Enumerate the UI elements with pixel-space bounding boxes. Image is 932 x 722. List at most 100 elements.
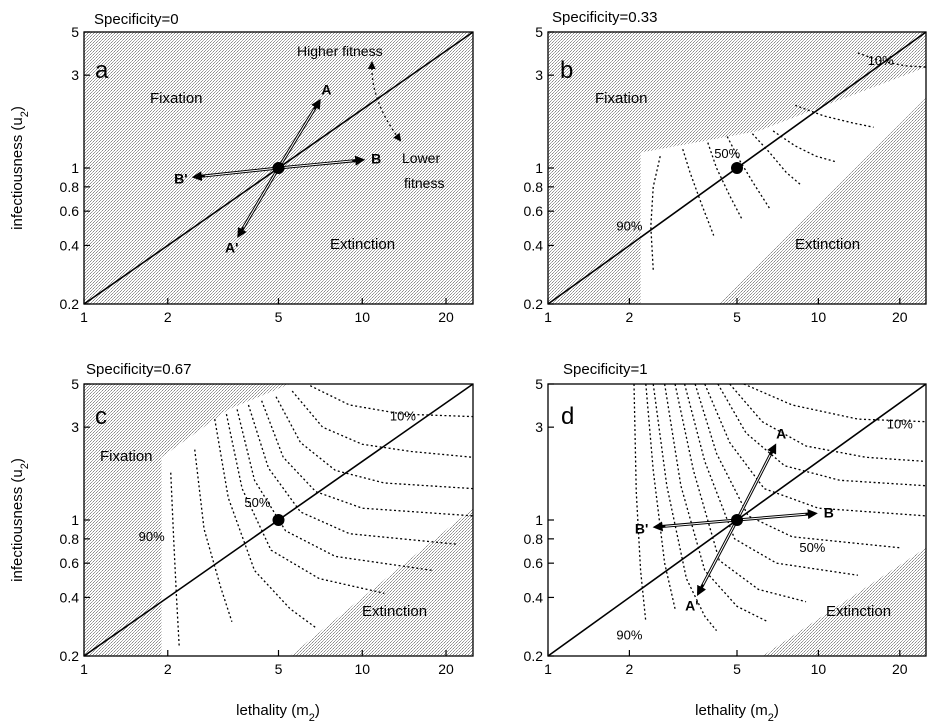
panel-d-arrows: A B A' B' xyxy=(635,426,834,614)
panel-c-extinction-region xyxy=(290,508,473,656)
panel-c-clear-band xyxy=(161,384,473,656)
panel-a-lower-fitness-line1: Lower xyxy=(402,150,440,166)
panel-c-x-axis-label: lethality (m2) xyxy=(236,702,320,722)
panel-d-contour-5 xyxy=(683,383,859,576)
panel-a-arrow-label-1: B xyxy=(371,151,381,167)
panel-c-point xyxy=(272,514,285,526)
panel-b-ytick-label-6: 5 xyxy=(535,24,543,40)
panel-c-extinction-label: Extinction xyxy=(362,603,427,620)
panel-b-contour-7 xyxy=(650,156,661,270)
panel-b-contour-4 xyxy=(726,136,771,209)
panel-a-ticks: 1 2 5 10 20 0.2 0.4 0.6 0.8 1 3 5 xyxy=(60,24,454,325)
panel-d-contour-label-0: 10% xyxy=(887,416,913,431)
panel-b-contour-label-7: 90% xyxy=(616,219,642,234)
panel-c-xtick-label-1: 2 xyxy=(164,661,172,677)
panel-a-extinction-label: Extinction xyxy=(330,236,395,253)
panel-c-xtick-label-4: 20 xyxy=(438,661,454,677)
panel-d-ticks: 1 2 5 10 20 0.2 0.4 0.6 0.8 1 3 5 xyxy=(524,376,908,677)
panel-a-xtick-label-1: 2 xyxy=(164,309,172,325)
panel-d-ytick-label-3: 0.8 xyxy=(524,531,544,547)
panel-a-arrow-inner-3 xyxy=(204,167,279,177)
panel-a-xtick-label-3: 10 xyxy=(354,309,370,325)
panel-d-contours: 10% 50% 90% xyxy=(616,383,927,642)
panel-c-contour-2 xyxy=(275,396,474,490)
panel-c-ytick-label-5: 3 xyxy=(71,419,79,435)
panel-d-point xyxy=(731,514,743,526)
panel-b-xtick-label-1: 2 xyxy=(625,309,633,325)
panel-d-arrow-label-1: B xyxy=(824,504,834,520)
panel-a: 1 2 5 10 20 0.2 0.4 0.6 0.8 1 3 5 Specificity=0 a F… xyxy=(60,11,474,325)
panel-a-arrow-inner-2 xyxy=(243,167,279,228)
panel-a-ytick-label-1: 0.4 xyxy=(60,237,80,253)
panel-b-contour-1 xyxy=(794,104,874,128)
panel-c-contour-6 xyxy=(225,414,385,594)
panel-a-xtick-label-4: 20 xyxy=(438,309,454,325)
panel-a-ytick-label-6: 5 xyxy=(71,24,79,40)
panel-b-xtick-label-0: 1 xyxy=(544,309,552,325)
panel-c-ytick-label-4: 1 xyxy=(71,512,79,528)
panel-d-arrow-inner-1 xyxy=(736,513,806,521)
panel-b-ytick-label-5: 3 xyxy=(535,67,543,83)
panel-c-contour-label-0: 10% xyxy=(390,409,416,424)
panel-c-contour-9 xyxy=(170,472,180,648)
panel-c-xtick-label-3: 10 xyxy=(354,661,370,677)
panel-a-arrow-inner-0 xyxy=(278,109,315,169)
panel-c-y-axis-label: infectiousness (u2) xyxy=(9,458,31,582)
panel-b-clear-band xyxy=(640,67,926,305)
panel-a-arrow-label-3: B' xyxy=(174,170,187,186)
panel-a-ytick-label-4: 1 xyxy=(71,160,79,176)
panel-c-letter: c xyxy=(95,403,107,430)
panel-d-ytick-label-2: 0.6 xyxy=(524,555,544,571)
panel-c-ticks: 1 2 5 10 20 0.2 0.4 0.6 0.8 1 3 5 xyxy=(60,376,454,677)
panel-d-title: Specificity=1 xyxy=(563,361,648,378)
panel-c-contour-8 xyxy=(194,449,233,622)
panel-d-x-axis-label: lethality (m2) xyxy=(695,702,779,722)
panel-d-arrow-inner-0 xyxy=(736,454,771,521)
panel-d-contour-9 xyxy=(645,383,676,609)
panel-b-contour-label-0: 10% xyxy=(868,53,894,68)
panel-b-letter: b xyxy=(560,57,573,84)
panel-d-xtick-label-3: 10 xyxy=(811,661,827,677)
panel-d: 10% 50% 90% 1 2 5 10 20 0.2 0.4 0.6 0.8 1 3 5 Specifi… xyxy=(524,361,927,677)
panel-b-ytick-label-0: 0.2 xyxy=(524,296,544,312)
panel-d-ytick-label-4: 1 xyxy=(535,512,543,528)
panel-d-arrow-inner-2 xyxy=(702,519,738,585)
panel-d-arrow-inner-3 xyxy=(665,519,738,527)
panel-d-xtick-label-1: 2 xyxy=(625,661,633,677)
panel-c-contours: 10%50%90% xyxy=(139,385,474,648)
panel-d-ytick-label-5: 3 xyxy=(535,419,543,435)
panel-b-xtick-label-4: 20 xyxy=(892,309,908,325)
panel-d-contour-7 xyxy=(663,383,769,623)
panel-c-xtick-label-2: 5 xyxy=(275,661,283,677)
panel-d-contour-6 xyxy=(674,383,807,603)
panel-a-ytick-label-5: 3 xyxy=(71,67,79,83)
panel-c-contour-label-9: 90% xyxy=(139,529,165,544)
panel-c-ytick-label-6: 5 xyxy=(71,376,79,392)
panel-a-arrow-label-0: A xyxy=(321,81,331,97)
panel-a-title: Specificity=0 xyxy=(94,11,179,28)
panel-b-ytick-label-4: 1 xyxy=(535,160,543,176)
panel-d-ytick-label-6: 5 xyxy=(535,376,543,392)
panel-c-contour-5 xyxy=(236,409,434,572)
panel-d-ytick-label-1: 0.4 xyxy=(524,589,544,605)
panel-b-contour-5 xyxy=(707,142,743,219)
panel-d-letter: d xyxy=(561,403,574,430)
panel-a-xtick-label-0: 1 xyxy=(80,309,88,325)
panel-c: 10%50%90% 1 2 5 10 20 0.2 0.4 0.6 0.8 1 3 5 Specifi… xyxy=(60,361,474,677)
panel-a-xtick-label-2: 5 xyxy=(275,309,283,325)
panel-b-contour-2 xyxy=(772,130,835,163)
panel-d-extinction-region xyxy=(762,547,926,656)
panel-a-fixation-label: Fixation xyxy=(150,90,203,107)
panel-b-extinction-label: Extinction xyxy=(795,236,860,253)
panel-a-point xyxy=(272,162,285,174)
panel-c-fixation-label: Fixation xyxy=(100,448,153,465)
panel-c-ytick-label-2: 0.6 xyxy=(60,555,80,571)
panel-b-ytick-label-1: 0.4 xyxy=(524,237,544,253)
panel-c-ytick-label-3: 0.8 xyxy=(60,531,80,547)
panel-d-contour-8 xyxy=(652,383,718,632)
panel-a-y-axis-label: infectiousness (u2) xyxy=(9,106,31,230)
panel-b-contour-0 xyxy=(857,52,927,68)
panel-d-arrow-label-2: A' xyxy=(685,598,698,614)
panel-d-contour-3 xyxy=(704,383,927,517)
panel-b-contours: 10%50%90% xyxy=(616,52,927,270)
